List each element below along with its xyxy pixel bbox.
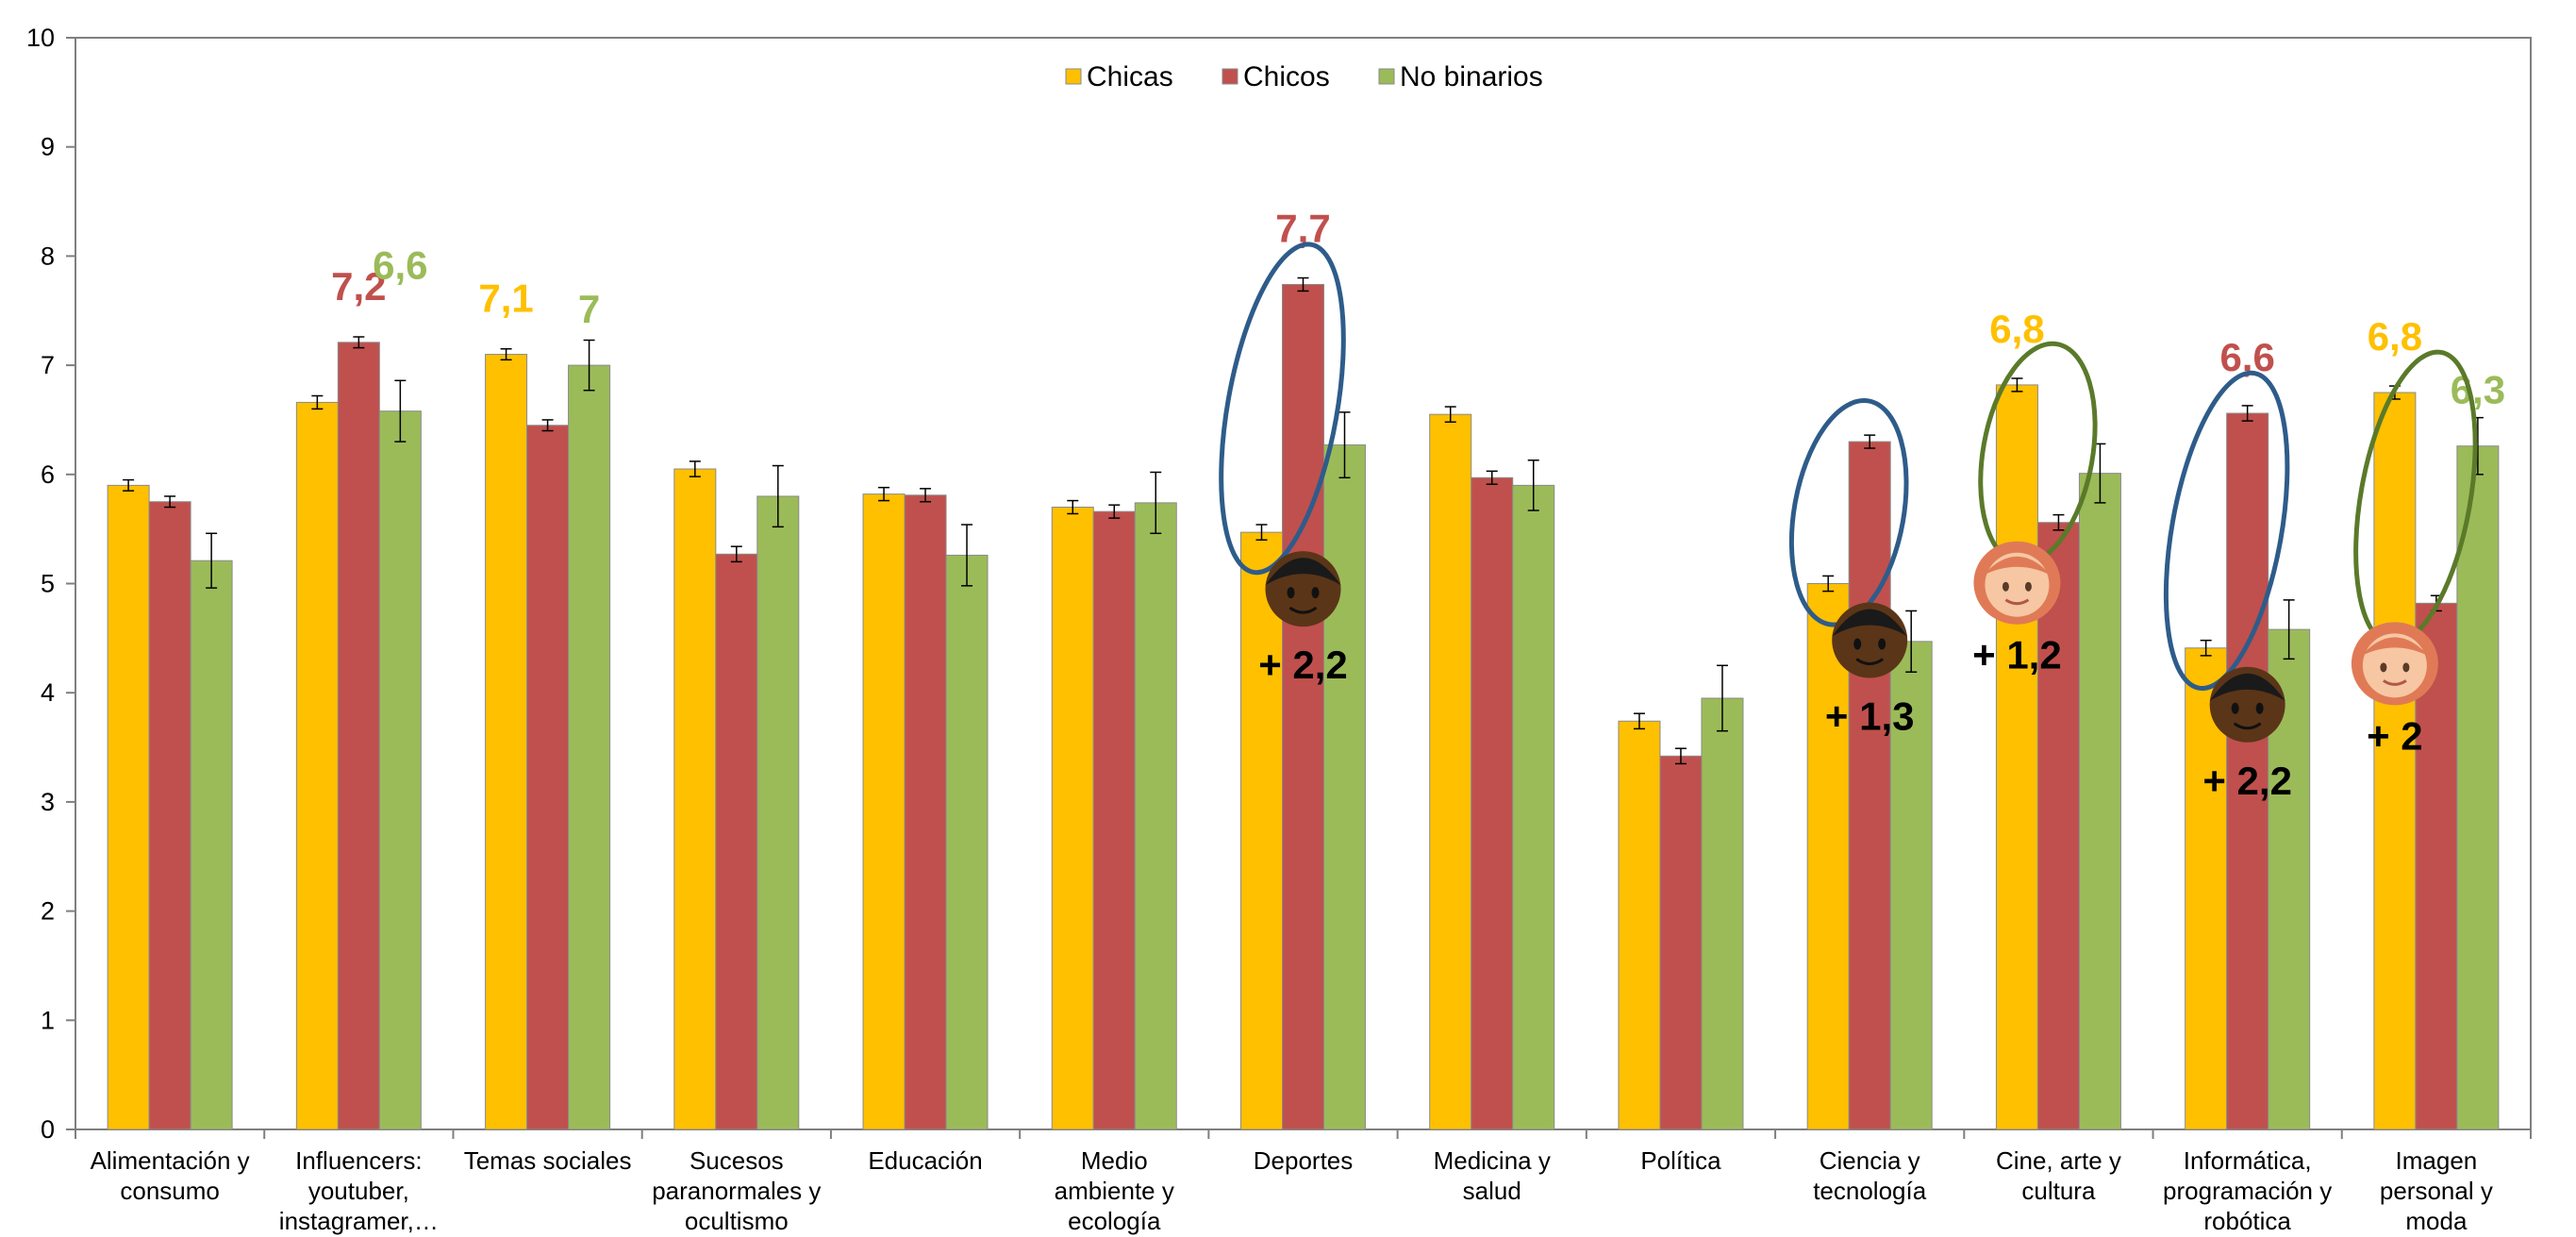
bar-chicas: [1806, 583, 1850, 1130]
x-category-label: Alimentación y consumo: [91, 1146, 250, 1205]
bar-chicas: [1240, 531, 1283, 1130]
bar-chicas: [1995, 384, 2038, 1130]
highlight-value-label: 6,6: [373, 243, 427, 288]
legend-swatch: [1378, 68, 1395, 85]
highlight-value-label: 7,2: [331, 264, 386, 309]
bar-no-binarios: [756, 495, 800, 1130]
bar-chicos: [1659, 755, 1703, 1130]
x-category-label: Sucesos paranormales y ocultismo: [652, 1146, 821, 1235]
bar-chicos: [2226, 412, 2269, 1130]
bar-chicos: [2036, 522, 2080, 1130]
bar-no-binarios: [2456, 445, 2500, 1130]
bar-no-binarios: [945, 554, 989, 1130]
bar-chicas: [1429, 413, 1472, 1130]
x-category-label: Cine, arte y cultura: [1996, 1146, 2121, 1205]
bar-chicas: [862, 493, 906, 1130]
highlight-value-label: 7: [578, 287, 600, 331]
bar-chicas: [485, 354, 528, 1130]
y-tick-label: 2: [41, 897, 55, 926]
bar-chicos: [337, 342, 380, 1130]
x-category-label: Medicina y salud: [1434, 1146, 1551, 1205]
y-tick-label: 10: [26, 24, 55, 52]
x-category-label: Deportes: [1254, 1146, 1354, 1175]
chart-annotations: 7,26,67,1 77,76,86,6 6,86,3+ 2,2+ 1,3+ 1,2…: [331, 206, 2505, 802]
highlight-value-label: 6,3: [2451, 368, 2505, 412]
y-tick-label: 3: [41, 788, 55, 816]
boy-emoji-icon: [1832, 602, 1908, 678]
bar-chicos: [148, 501, 191, 1130]
x-category-label: Educación: [868, 1146, 982, 1175]
bar-no-binarios: [190, 560, 233, 1130]
bar-chicas: [1618, 720, 1661, 1130]
difference-label: + 2,2: [1258, 643, 1348, 687]
legend-label: Chicos: [1243, 61, 1330, 92]
highlight-ellipse: [2163, 370, 2290, 691]
x-category-label: Informática, programación y robótica: [2163, 1146, 2332, 1235]
x-category-label: Política: [1640, 1146, 1721, 1175]
bar-chicos: [526, 425, 570, 1130]
bar-no-binarios: [568, 364, 611, 1130]
chart-bars: [107, 276, 2500, 1130]
highlight-ellipse: [1219, 242, 1346, 576]
bar-chicos: [1092, 510, 1136, 1130]
x-category-label: Imagen personal y moda: [2380, 1146, 2493, 1235]
difference-label: + 1,3: [1825, 694, 1915, 739]
x-category-label: Medio ambiente y ecología: [1055, 1146, 1174, 1235]
difference-label: + 2: [2367, 713, 2423, 758]
bar-chicas: [1051, 507, 1094, 1130]
legend-label: Chicas: [1087, 61, 1173, 92]
difference-label: + 2,2: [2202, 759, 2292, 803]
bar-chicas: [295, 401, 339, 1130]
bar-no-binarios: [378, 410, 422, 1130]
y-tick-label: 5: [41, 570, 55, 598]
y-tick-label: 6: [41, 460, 55, 489]
y-tick-label: 4: [41, 678, 55, 707]
highlight-value-label: 6,8: [1989, 307, 2044, 351]
chart-axes: 0 1 2 3 4 5 6 7 8 9 10 Alimentación y consumo Influen…: [26, 24, 2532, 1235]
x-category-label: Temas sociales: [464, 1146, 632, 1175]
bar-chicas: [673, 468, 717, 1130]
bar-chicos: [1282, 283, 1324, 1130]
y-tick-label: 1: [41, 1006, 55, 1034]
highlight-ellipse: [1788, 397, 1909, 627]
y-tick-label: 7: [41, 351, 55, 379]
bar-no-binarios: [1134, 502, 1177, 1130]
bar-chicas: [2373, 392, 2417, 1130]
chart-legend: Chicas Chicos No binarios: [1065, 61, 1543, 92]
y-tick-label: 0: [41, 1115, 55, 1144]
x-category-label: Influencers: youtuber, instagramer,…: [279, 1146, 439, 1235]
bar-no-binarios: [1323, 444, 1366, 1130]
girl-emoji-icon: [1973, 541, 2061, 625]
boy-emoji-icon: [2209, 666, 2285, 743]
bar-chicos: [904, 494, 947, 1130]
highlight-value-label: 6,8: [2368, 314, 2422, 359]
bar-chicos: [1471, 476, 1514, 1130]
difference-label: + 1,2: [1972, 633, 2062, 677]
bar-chicos: [1848, 441, 1891, 1130]
bar-chicos: [715, 553, 758, 1130]
legend-swatch: [1065, 68, 1082, 85]
legend-swatch: [1222, 68, 1238, 85]
y-tick-label: 8: [41, 242, 55, 270]
boy-emoji-icon: [1265, 551, 1341, 627]
bar-no-binarios: [2078, 473, 2121, 1130]
highlight-value-label: 7,1: [478, 276, 533, 321]
girl-emoji-icon: [2351, 622, 2438, 706]
bar-no-binarios: [1701, 697, 1744, 1130]
legend-label: No binarios: [1400, 61, 1543, 92]
x-category-label: Ciencia y tecnología: [1813, 1146, 1927, 1205]
bar-chicas: [107, 484, 150, 1130]
y-tick-label: 9: [41, 133, 55, 161]
bar-no-binarios: [1512, 484, 1555, 1130]
bar-no-binarios: [1889, 641, 1933, 1130]
